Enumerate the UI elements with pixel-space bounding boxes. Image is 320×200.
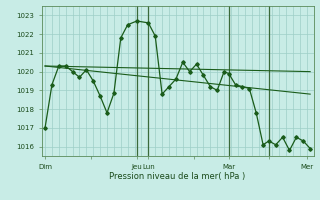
X-axis label: Pression niveau de la mer( hPa ): Pression niveau de la mer( hPa ) — [109, 172, 246, 181]
